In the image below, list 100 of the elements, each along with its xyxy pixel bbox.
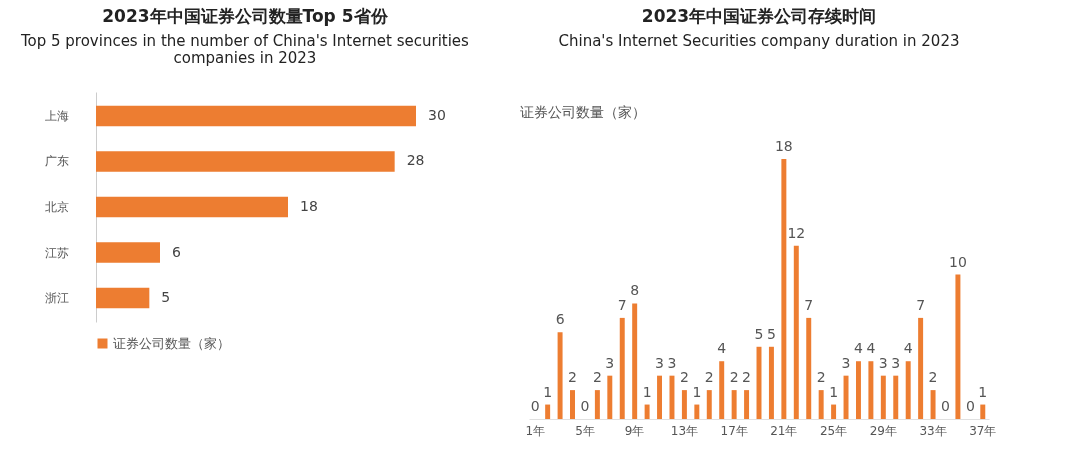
data-label: 4 [866, 340, 876, 357]
data-label: 6 [555, 311, 565, 328]
bar [893, 375, 899, 419]
bar [768, 346, 774, 419]
bar [868, 361, 874, 419]
bar [806, 317, 812, 419]
bar [744, 390, 750, 419]
bar [880, 375, 886, 419]
data-label: 2 [816, 369, 826, 386]
bar [706, 390, 712, 419]
bar [694, 404, 700, 419]
data-label: 7 [617, 296, 627, 313]
data-label: 0 [580, 398, 590, 414]
data-label: 5 [754, 325, 764, 342]
y-tick-label: 上海 [44, 108, 69, 123]
bar [793, 245, 799, 419]
data-label: 3 [605, 354, 615, 371]
legend-label: 证券公司数量（家） [113, 335, 230, 351]
bar [669, 375, 675, 419]
data-label: 2 [592, 369, 602, 386]
data-label: 18 [774, 138, 793, 154]
x-tick-label: 9年 [624, 423, 645, 438]
data-label: 6 [172, 243, 181, 260]
x-tick-label: 25年 [819, 423, 848, 438]
bar [619, 317, 625, 419]
y-tick-label: 浙江 [44, 291, 69, 306]
data-label: 2 [679, 369, 689, 386]
data-label: 8 [630, 282, 640, 299]
data-label: 0 [965, 398, 975, 414]
bar [918, 317, 924, 419]
bar [96, 287, 150, 309]
y-axis-title: 证券公司数量（家） [519, 103, 646, 120]
data-label: 3 [841, 354, 851, 371]
data-label: 3 [655, 354, 664, 371]
bar [657, 375, 663, 419]
bar [980, 404, 986, 419]
chart-title: 2023年中国证券公司存续时间 [641, 6, 877, 26]
chart-title: 2023年中国证券公司数量Top 5省份 [102, 6, 389, 26]
bar [644, 404, 650, 419]
data-label: 28 [406, 152, 425, 169]
data-label: 3 [667, 354, 677, 371]
data-label: 1 [692, 383, 702, 400]
x-tick-label: 21年 [770, 423, 798, 438]
data-label: 2 [704, 369, 714, 386]
x-tick-label: 5年 [575, 423, 595, 438]
data-label: 2 [729, 369, 739, 386]
y-tick-label: 广东 [44, 154, 69, 169]
bar [96, 151, 395, 172]
data-label: 2 [928, 369, 938, 386]
data-label: 5 [161, 289, 171, 306]
chart-subtitle: Top 5 provinces in the number of China's Internet securities companies in 2023 [19, 32, 470, 67]
data-label: 5 [766, 325, 776, 342]
data-label: 2 [742, 369, 752, 386]
data-label: 10 [949, 253, 967, 270]
data-label: 3 [878, 354, 888, 371]
data-label: 18 [300, 198, 318, 214]
data-label: 4 [717, 340, 727, 357]
data-label: 7 [916, 296, 926, 313]
bar [557, 332, 563, 419]
data-label: 30 [428, 106, 446, 123]
y-tick-label: 江苏 [44, 245, 69, 260]
bar [731, 390, 737, 419]
bar [545, 404, 551, 419]
bar [594, 390, 600, 419]
bar [955, 274, 961, 419]
x-tick-label: 17年 [720, 423, 748, 438]
data-label: 7 [804, 296, 814, 313]
bar [570, 390, 575, 419]
data-label: 4 [903, 340, 913, 357]
bar [681, 390, 687, 419]
data-label: 4 [854, 340, 863, 357]
data-label: 0 [530, 398, 540, 414]
data-label: 1 [829, 383, 839, 400]
bar [818, 390, 824, 419]
data-label: 1 [978, 383, 988, 400]
chart-subtitle: China's Internet Securities company duration in 2023 [558, 32, 960, 50]
data-label: 0 [941, 398, 950, 414]
bar [930, 390, 936, 419]
data-label: 3 [891, 354, 901, 371]
bar [632, 303, 638, 419]
bar [719, 361, 725, 419]
data-label: 1 [543, 383, 553, 400]
bar [781, 159, 787, 419]
bar [843, 375, 849, 419]
x-tick-label: 33年 [919, 423, 947, 438]
data-label: 2 [568, 369, 577, 386]
x-tick-label: 13年 [670, 423, 699, 438]
bar [905, 361, 911, 419]
bar [96, 242, 160, 263]
bar [831, 404, 837, 419]
x-tick-label: 29年 [869, 423, 897, 438]
data-label: 1 [642, 383, 652, 400]
bar [96, 196, 288, 218]
y-tick-label: 北京 [44, 200, 69, 214]
bar [96, 105, 416, 127]
x-tick-label: 1年 [525, 423, 546, 438]
data-label: 12 [787, 224, 806, 241]
bar [607, 375, 613, 419]
bar [855, 361, 861, 419]
x-tick-label: 37年 [969, 423, 997, 438]
